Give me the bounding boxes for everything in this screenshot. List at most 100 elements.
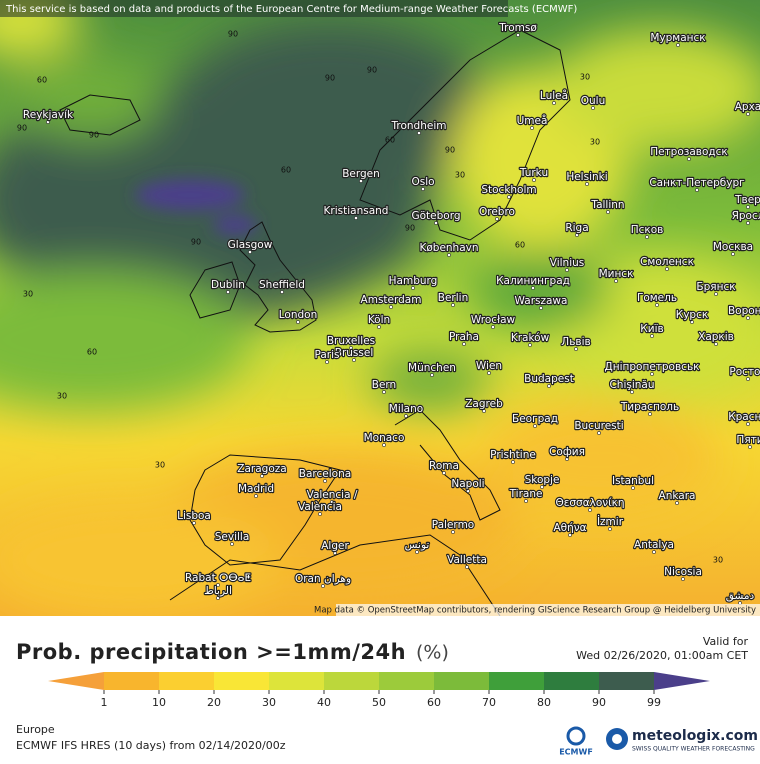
- city-label: København: [419, 242, 478, 254]
- city-dot: [540, 485, 544, 489]
- city-dot: [377, 325, 381, 329]
- city-label: London: [279, 309, 318, 321]
- city-dot: [511, 460, 515, 464]
- city-label: Glasgow: [228, 239, 273, 251]
- city-label: Дніпропетровськ: [605, 361, 700, 373]
- city-dot: [681, 577, 685, 581]
- city-dot: [665, 267, 669, 271]
- contour-label: 90: [405, 224, 415, 233]
- city-dot: [687, 157, 691, 161]
- city-dot: [451, 530, 455, 534]
- city-dot: [434, 221, 438, 225]
- city-dot: [748, 445, 752, 449]
- city-label: Ankara: [659, 490, 696, 502]
- city-dot: [585, 182, 589, 186]
- city-label: Тирасполь: [620, 401, 679, 413]
- city-dot: [230, 542, 234, 546]
- city-label: Napoli: [451, 478, 484, 490]
- city-dot: [645, 235, 649, 239]
- city-dot: [216, 596, 220, 600]
- city-label: Kraków: [511, 332, 550, 344]
- city-label: Гомель: [637, 292, 677, 304]
- city-label: Milano: [389, 403, 423, 415]
- ecmwf-label: ECMWF: [559, 748, 593, 757]
- city-label: Zaragoza: [237, 463, 286, 475]
- map: 90 90 90 60 90 90 90 30 60 30 30 90 60 90 60 30 30 60 30 30…: [0, 0, 760, 616]
- city-label: Яросл: [732, 210, 760, 222]
- city-dot: [714, 292, 718, 296]
- contour-label: 90: [367, 66, 377, 75]
- attribution: Map data © OpenStreetMap contributors, r…: [314, 606, 756, 616]
- city-dot: [296, 320, 300, 324]
- contour-label: 30: [580, 73, 590, 82]
- contour-label: 30: [455, 171, 465, 180]
- contour-label: 60: [37, 76, 47, 85]
- contour-label: 30: [713, 556, 723, 565]
- city-dot: [462, 342, 466, 346]
- brand: meteologix.com: [632, 728, 758, 744]
- contour-label: 60: [385, 136, 395, 145]
- city-dot: [404, 414, 408, 418]
- city-label: Θεσσαλονίκη: [555, 497, 624, 509]
- city-dot: [588, 508, 592, 512]
- city-dot: [533, 424, 537, 428]
- contour-label: 60: [281, 166, 291, 175]
- city-label: Sheffield: [259, 279, 305, 291]
- colorbar-segment: [214, 672, 269, 690]
- city-dot: [574, 347, 578, 351]
- city-label: Nicosia: [664, 566, 702, 578]
- city-label: Köln: [368, 314, 390, 326]
- city-label: الرباط: [204, 585, 232, 597]
- city-dot: [382, 390, 386, 394]
- region: Europe: [16, 723, 55, 736]
- ecmwf-logo: ECMWF: [559, 726, 593, 757]
- colorbar-segment: [269, 672, 324, 690]
- city-dot: [421, 187, 425, 191]
- city-dot: [746, 112, 750, 116]
- high-probability-patches: [135, 179, 257, 235]
- colorbar-segment: [379, 672, 434, 690]
- city-label: Dublin: [211, 279, 245, 291]
- colorbar-segment: [104, 672, 159, 690]
- city-dot: [359, 179, 363, 183]
- city-label: تونس: [405, 539, 430, 551]
- city-label: Ростов: [729, 366, 760, 378]
- city-label: Göteborg: [411, 210, 460, 222]
- colorbar-tick-label: 60: [427, 696, 441, 709]
- city-label: Петрозаводск: [650, 146, 728, 158]
- city-label: Skopje: [525, 474, 560, 486]
- colorbar-segment: [159, 672, 214, 690]
- colorbar-tick-label: 40: [317, 696, 331, 709]
- city-dot: [575, 233, 579, 237]
- city-label: Калининград: [496, 275, 570, 287]
- city-label: Брянск: [696, 281, 735, 293]
- probability-field: [0, 0, 760, 616]
- city-dot: [192, 521, 196, 525]
- city-label: Bucuresti: [574, 420, 623, 432]
- city-dot: [565, 268, 569, 272]
- city-label: Санкт-Петербург: [649, 177, 744, 189]
- colorbar-tick-label: 90: [592, 696, 606, 709]
- colorbar-tick-label: 50: [372, 696, 386, 709]
- city-label: Berlin: [438, 292, 468, 304]
- colorbar-segment: [544, 672, 599, 690]
- city-label: Budapest: [524, 373, 574, 385]
- city-dot: [323, 479, 327, 483]
- contour-label: 90: [89, 131, 99, 140]
- colorbar-tick-label: 99: [647, 696, 661, 709]
- city-label: Helsinki: [566, 171, 607, 183]
- colorbar-over: [654, 672, 710, 690]
- city-dot: [746, 377, 750, 381]
- city-dot: [318, 512, 322, 516]
- city-dot: [746, 221, 750, 225]
- city-dot: [382, 443, 386, 447]
- city-dot: [714, 342, 718, 346]
- city-label: Chişinău: [609, 379, 654, 391]
- colorbar-under: [48, 672, 104, 690]
- city-dot: [539, 306, 543, 310]
- city-label: Oslo: [411, 176, 434, 188]
- city-label: Мурманск: [650, 32, 705, 44]
- city-label: Praha: [449, 331, 479, 343]
- city-dot: [280, 290, 284, 294]
- city-label: Львів: [561, 336, 590, 348]
